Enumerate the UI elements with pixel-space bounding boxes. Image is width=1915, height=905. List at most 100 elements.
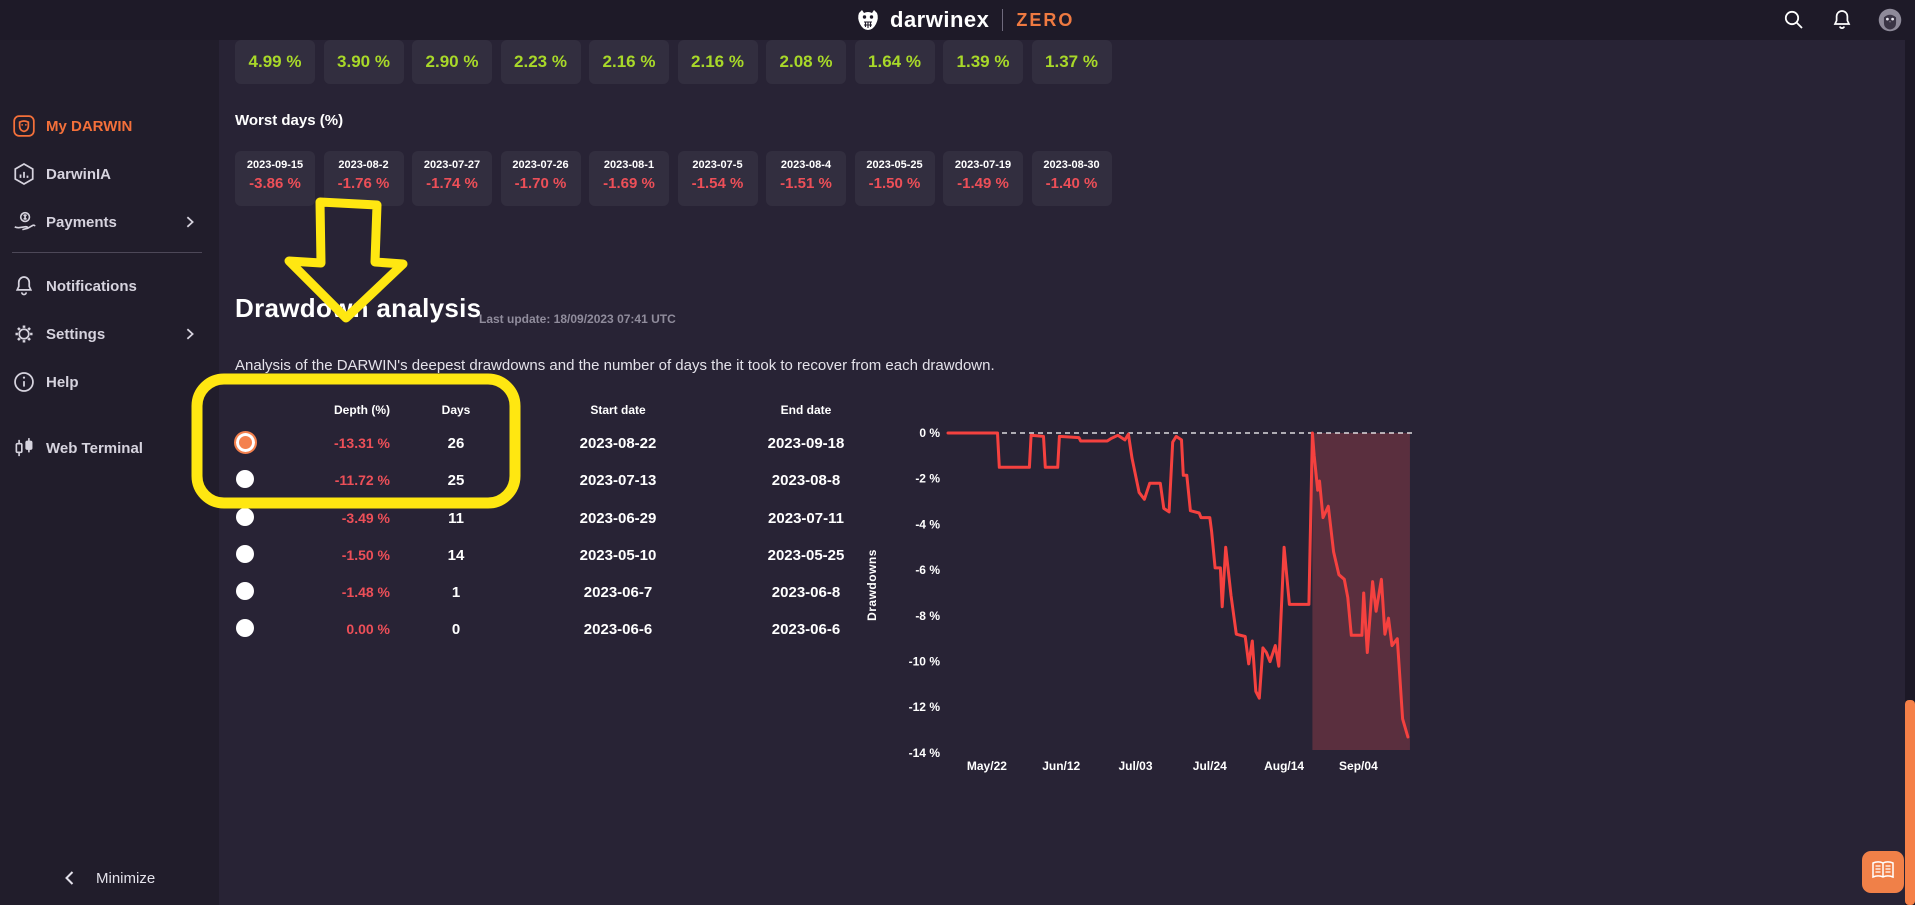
sidebar-item-web-terminal[interactable]: Web Terminal [0,430,219,466]
drawdown-line-series [946,431,1410,739]
table-cell-start: 2023-07-13 [579,472,657,489]
drawdown-row-radio[interactable] [236,545,254,563]
table-cell-depth: -3.49 % [341,510,390,526]
best-day-value: 3.90 % [337,52,390,71]
table-header-depth: Depth (%) [334,403,390,417]
sidebar: My DARWIN DarwinIA Payments Notifications Se… [0,40,219,905]
worst-day-date: 2023-07-27 [423,159,481,171]
worst-day-value: -1.69 % [603,175,655,192]
drawdown-row-radio-selected[interactable] [234,431,257,454]
sidebar-item-label: Settings [46,325,106,343]
drawdown-description: Analysis of the DARWIN's deepest drawdow… [235,357,995,374]
best-day-card: 2.16 % [677,40,758,84]
info-icon [12,370,36,394]
reader-widget-button[interactable] [1862,851,1904,893]
user-avatar[interactable] [1877,7,1903,33]
best-day-card: 2.08 % [766,40,846,84]
table-cell-days: 1 [451,584,461,601]
worst-day-date: 2023-07-19 [954,159,1012,171]
search-icon[interactable] [1781,7,1807,33]
y-tick-label: -6 % [915,563,940,577]
x-tick-label: Jun/12 [1042,759,1080,773]
table-cell-days: 25 [447,472,465,489]
worst-day-value: -1.54 % [691,175,744,192]
table-header-start: Start date [590,403,646,417]
sidebar-item-label: DarwinIA [46,165,112,183]
sidebar-item-label: Help [46,373,79,391]
table-header-days: Days [441,403,471,417]
best-day-value: 1.37 % [1045,52,1098,71]
y-tick-label: 0 % [919,426,940,440]
notifications-bell-icon[interactable] [1829,7,1855,33]
hexagon-chart-icon [12,162,36,186]
worst-day-card: 2023-08-30 -1.40 % [1031,151,1112,206]
table-cell-depth: 0.00 % [346,621,390,637]
table-cell-days: 0 [451,621,461,638]
table-cell-end: 2023-08-8 [771,472,841,489]
best-day-card: 2.16 % [589,40,669,84]
brand-suffix: ZERO [1016,9,1075,30]
best-day-value: 2.08 % [779,52,833,71]
brand-name: darwinex [890,7,990,32]
sidebar-item-notifications[interactable]: Notifications [0,268,219,304]
table-cell-start: 2023-06-29 [579,510,657,527]
table-cell-depth: -1.48 % [341,584,390,600]
navbar-actions [1781,0,1903,40]
chevron-right-icon [183,327,197,341]
scrollbar-thumb[interactable] [1905,700,1915,905]
sidebar-item-settings[interactable]: Settings [0,316,219,352]
sidebar-item-help[interactable]: Help [0,364,219,400]
worst-day-card: 2023-08-4 -1.51 % [766,151,846,206]
payments-hand-icon [12,210,36,234]
chevron-left-icon [62,870,78,886]
worst-day-date: 2023-07-26 [512,159,569,171]
y-tick-label: -10 % [909,655,941,669]
drawdown-analysis-title: Drawdown analysis [235,293,482,323]
brand-logo: darwinex ZERO [855,0,1074,40]
table-cell-start: 2023-06-7 [583,584,653,601]
worst-day-card: 2023-07-27 -1.74 % [412,151,492,206]
sidebar-item-payments[interactable]: Payments [0,204,219,240]
sidebar-item-my-darwin[interactable]: My DARWIN [0,108,219,144]
best-day-value: 2.16 % [691,52,744,71]
sidebar-divider [12,252,202,253]
best-day-value: 2.23 % [514,52,567,71]
worst-days-title: Worst days (%) [235,112,344,129]
worst-day-card: 2023-08-1 -1.69 % [589,151,669,206]
sidebar-item-darwinia[interactable]: DarwinIA [0,156,219,192]
x-tick-label: Sep/04 [1339,759,1378,773]
table-cell-depth: -11.72 % [334,472,390,488]
worst-day-value: -3.86 % [249,175,301,192]
worst-day-card: 2023-07-5 -1.54 % [677,151,758,206]
best-day-card: 2.90 % [412,40,492,84]
best-day-value: 2.90 % [425,52,479,71]
table-cell-start: 2023-08-22 [579,435,657,452]
drawdown-chart: 0 % -2 % -4 % -6 % -8 % -10 % -12 % -14 % May/22… [909,426,1412,773]
table-cell-days: 14 [447,547,465,564]
scrollbar-track[interactable] [1905,40,1915,905]
last-update-text: Last update: 18/09/2023 07:41 UTC [479,312,676,326]
sidebar-item-label: Notifications [46,277,137,295]
table-cell-start: 2023-05-10 [579,547,657,564]
table-cell-days: 11 [448,510,464,527]
sidebar-minimize-button[interactable]: Minimize [0,861,219,895]
drawdown-row-radio[interactable] [236,470,254,488]
chart-y-axis-label: Drawdowns [865,549,879,621]
worst-day-value: -1.76 % [337,175,390,192]
worst-day-value: -1.49 % [957,175,1009,192]
table-cell-depth: -1.50 % [341,547,390,563]
drawdown-row-radio[interactable] [236,582,254,600]
table-cell-end: 2023-07-11 [768,510,844,527]
drawdown-row-radio[interactable] [236,619,254,637]
x-tick-label: Aug/14 [1264,759,1304,773]
sidebar-item-label: Payments [46,213,117,231]
bell-icon [12,274,36,298]
candles-icon [12,436,36,460]
table-cell-end: 2023-05-25 [767,547,845,564]
logo-divider [1002,9,1004,31]
drawdown-row-radio[interactable] [236,508,254,526]
best-day-value: 2.16 % [602,52,656,71]
table-cell-end: 2023-06-8 [771,584,841,601]
best-day-card: 1.39 % [943,40,1023,84]
selected-drawdown-region [1312,433,1410,750]
